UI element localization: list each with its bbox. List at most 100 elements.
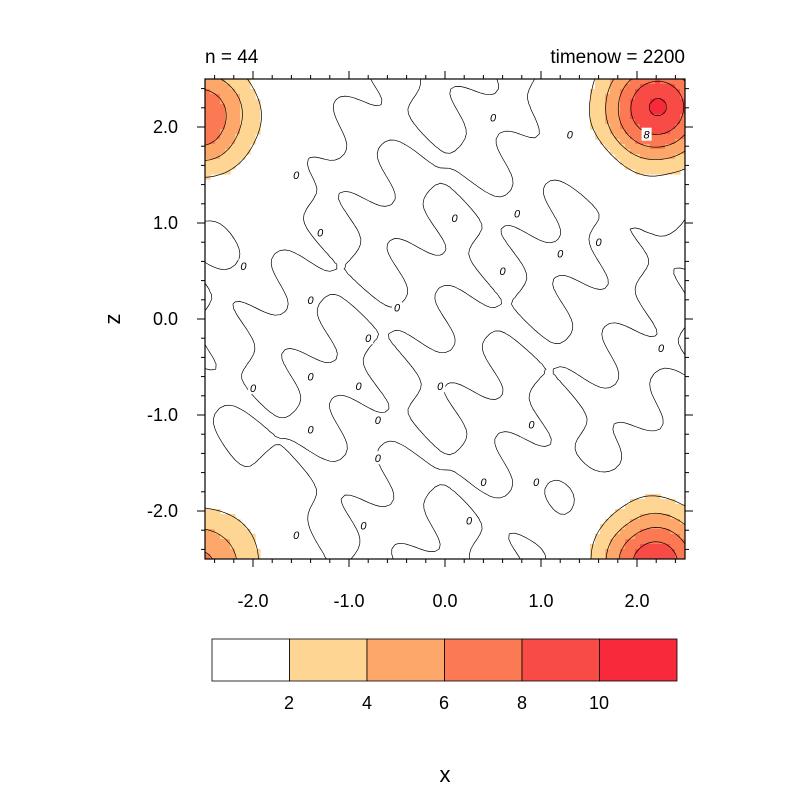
heat-cell	[235, 89, 241, 95]
contour-label: 0	[466, 516, 473, 528]
heat-cell	[655, 89, 661, 95]
heat-cell	[245, 129, 251, 135]
heat-cell	[235, 129, 241, 135]
heat-cell	[680, 89, 685, 95]
heat-cell	[220, 94, 226, 100]
heat-cell	[680, 504, 685, 510]
heat-cell	[250, 99, 256, 105]
heat-cell	[225, 144, 231, 150]
heat-cell	[660, 504, 666, 510]
heat-cell	[210, 534, 216, 540]
heat-cell	[230, 134, 236, 140]
heat-cell	[665, 539, 671, 545]
heat-cell	[680, 154, 685, 160]
contour-label-bg	[291, 528, 302, 541]
heat-cell	[595, 134, 601, 140]
heat-cell	[620, 99, 626, 105]
heat-cell	[245, 554, 251, 559]
heat-cell	[630, 544, 636, 550]
contour-label: 0	[308, 424, 315, 436]
contour-label: 0	[596, 237, 603, 249]
heat-cell	[680, 534, 685, 540]
heat-cell	[640, 514, 646, 520]
contour-line	[205, 79, 685, 559]
heat-cell	[250, 94, 256, 100]
heat-cell	[670, 119, 676, 125]
heat-cell	[645, 529, 651, 535]
heat-cell	[595, 554, 601, 559]
heat-cell	[205, 509, 211, 515]
heat-cell	[215, 119, 221, 125]
heat-cell	[670, 129, 676, 135]
heat-cell	[205, 124, 211, 130]
heat-cell	[675, 509, 681, 515]
heat-cell	[680, 554, 685, 559]
heat-cell	[670, 89, 676, 95]
contour-label-bg	[363, 331, 374, 345]
heat-cell	[675, 554, 681, 559]
heat-cell	[605, 129, 611, 135]
heat-cell	[610, 89, 616, 95]
heat-cell	[610, 519, 616, 525]
heat-cell	[235, 124, 241, 130]
heat-cell	[640, 554, 646, 559]
heat-cell	[680, 524, 685, 530]
heat-cell	[620, 114, 626, 120]
heat-cell	[225, 534, 231, 540]
heat-cell	[660, 519, 666, 525]
heat-cell	[660, 529, 666, 535]
heat-cell	[610, 534, 616, 540]
heat-cell	[675, 519, 681, 525]
heat-cell	[210, 129, 216, 135]
heat-cell	[660, 89, 666, 95]
heat-cell	[235, 119, 241, 125]
heat-cell	[210, 134, 216, 140]
heat-cell	[220, 519, 226, 525]
heat-cell	[655, 534, 661, 540]
heat-cell	[670, 134, 676, 140]
heat-cell	[245, 84, 251, 90]
heat-cell	[205, 159, 211, 165]
heat-cell	[650, 544, 656, 550]
heat-cell	[665, 84, 671, 90]
heat-cell	[250, 104, 256, 110]
heat-cell	[655, 554, 661, 559]
contour-label: 0	[528, 420, 535, 432]
heat-cell	[640, 539, 646, 545]
heat-cell	[205, 519, 211, 525]
heat-cell	[205, 514, 211, 520]
heat-cell	[595, 89, 601, 95]
heat-cell	[675, 114, 681, 120]
contour-label-bg	[435, 379, 446, 393]
heat-cell	[620, 519, 626, 525]
heat-cell	[230, 164, 236, 170]
contour-label-bg	[372, 412, 383, 426]
heat-cell	[220, 134, 226, 140]
heat-cell	[655, 129, 661, 135]
heat-cell	[205, 539, 211, 545]
heat-cell	[645, 79, 651, 85]
contour-label: 0	[533, 477, 540, 489]
heat-cell	[610, 114, 616, 120]
heat-cell	[645, 549, 651, 555]
colorbar-label: 10	[589, 693, 609, 713]
heat-cell	[235, 99, 241, 105]
heat-cell	[670, 554, 676, 559]
heat-cell	[660, 544, 666, 550]
heat-cell	[615, 149, 621, 155]
heat-cell	[665, 99, 671, 105]
heat-cell	[670, 504, 676, 510]
contour-label-bg	[315, 225, 326, 239]
heat-cell	[625, 159, 631, 165]
heat-cell	[230, 544, 236, 550]
heat-cell	[215, 509, 221, 515]
heat-cell	[245, 539, 251, 545]
heat-cell	[245, 139, 251, 145]
heat-cell	[615, 139, 621, 145]
heat-cell	[215, 519, 221, 525]
heat-cell	[635, 154, 641, 160]
heat-cell	[220, 549, 226, 555]
heat-cell	[240, 529, 246, 535]
heat-cell	[640, 94, 646, 100]
heat-cell	[595, 79, 601, 85]
